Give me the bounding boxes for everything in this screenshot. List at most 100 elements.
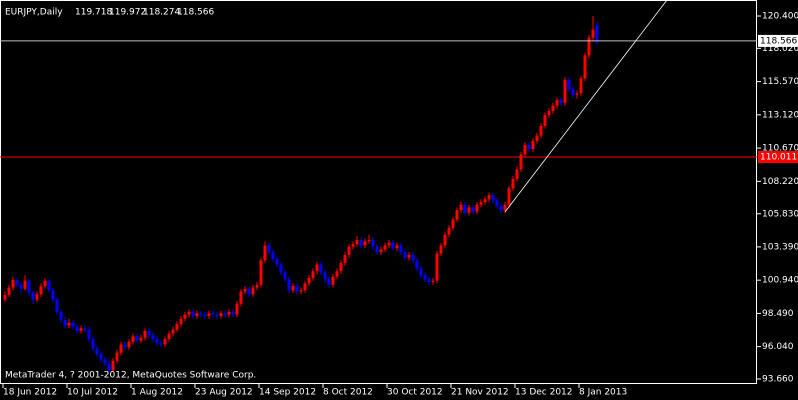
candle-body	[379, 249, 383, 253]
candle-body	[15, 280, 19, 285]
candle-body	[371, 239, 375, 247]
candle-body	[27, 280, 31, 293]
candle-body	[359, 239, 363, 246]
candle-body	[399, 245, 403, 253]
candle-body	[219, 313, 223, 316]
candle-body	[503, 204, 507, 211]
ohlc-low: 118.274	[143, 8, 180, 18]
x-tick-label: 21 Nov 2012	[451, 388, 509, 398]
x-tick-label: 14 Sep 2012	[259, 388, 316, 398]
candle-body	[431, 280, 435, 283]
candle-body	[55, 299, 59, 312]
y-tick-label: 103.390	[762, 242, 798, 252]
candle-body	[287, 279, 291, 291]
candle-body	[63, 320, 67, 326]
candle-body	[99, 354, 103, 360]
candle-body	[271, 252, 275, 259]
candle-body	[255, 284, 259, 288]
x-tick-label: 18 Jun 2012	[3, 388, 57, 398]
x-tick-label: 23 Aug 2012	[195, 388, 253, 398]
candle-body	[339, 263, 343, 272]
candle-body	[583, 55, 587, 79]
candle-body	[403, 252, 407, 258]
candle-body	[455, 210, 459, 220]
candle-body	[347, 246, 351, 255]
candle-body	[103, 359, 107, 364]
candle-body	[475, 204, 479, 212]
y-tick-label: 115.570	[762, 77, 798, 87]
candle-body	[19, 284, 23, 289]
x-tick-label: 10 Jul 2012	[67, 388, 118, 398]
candle-body	[595, 25, 599, 41]
trendline	[504, 0, 668, 213]
candle-body	[319, 264, 323, 273]
candle-body	[83, 328, 87, 330]
candle-body	[203, 314, 207, 316]
candle-body	[111, 360, 115, 371]
candle-body	[515, 169, 519, 179]
candle-body	[107, 363, 111, 371]
candle-body	[539, 125, 543, 136]
candle-body	[519, 154, 523, 170]
candle-body	[283, 272, 287, 280]
candle-body	[247, 288, 251, 295]
ohlc-high: 119.972	[109, 8, 146, 18]
candle-body	[331, 276, 335, 285]
candle-body	[407, 254, 411, 258]
candle-body	[323, 272, 327, 280]
candle-body	[159, 343, 163, 345]
candle-body	[391, 242, 395, 249]
candle-body	[139, 337, 143, 341]
candle-body	[151, 334, 155, 340]
candle-body	[535, 135, 539, 141]
y-tick-label: 93.660	[762, 374, 794, 384]
candle-body	[67, 322, 71, 326]
candle-body	[127, 341, 131, 348]
candle-body	[411, 254, 415, 261]
y-tick-label: 100.940	[762, 276, 798, 286]
candle-body	[239, 291, 243, 304]
candle-body	[495, 200, 499, 207]
x-tick-label: 13 Dec 2012	[515, 388, 573, 398]
candles	[3, 16, 599, 374]
y-tick-label: 96.040	[762, 342, 794, 352]
candle-body	[487, 195, 491, 200]
candle-body	[199, 313, 203, 315]
candle-body	[7, 287, 11, 295]
candle-body	[227, 311, 231, 315]
candle-body	[263, 245, 267, 261]
candle-body	[395, 245, 399, 249]
candle-body	[415, 260, 419, 269]
candle-body	[571, 89, 575, 95]
candle-body	[11, 280, 15, 288]
candle-body	[559, 100, 563, 103]
candle-body	[291, 286, 295, 291]
candle-body	[215, 314, 219, 316]
candle-body	[207, 313, 211, 316]
bid-box	[758, 34, 798, 47]
candle-body	[279, 264, 283, 273]
candle-body	[311, 271, 315, 278]
candle-body	[147, 330, 151, 335]
candle-body	[91, 339, 95, 349]
candle-body	[567, 79, 571, 90]
candle-body	[171, 329, 175, 334]
candle-body	[187, 311, 191, 315]
candle-body	[511, 178, 515, 189]
candle-body	[423, 275, 427, 280]
candle-body	[315, 264, 319, 272]
candle-body	[575, 93, 579, 95]
candle-body	[419, 268, 423, 276]
candle-body	[563, 79, 567, 103]
x-tick-label: 1 Aug 2012	[131, 388, 183, 398]
candle-body	[51, 290, 55, 300]
candle-body	[231, 311, 235, 315]
candle-body	[179, 318, 183, 325]
candle-body	[267, 245, 271, 253]
candle-body	[195, 313, 199, 316]
candle-body	[427, 279, 431, 283]
candle-body	[115, 352, 119, 361]
candle-body	[307, 277, 311, 284]
